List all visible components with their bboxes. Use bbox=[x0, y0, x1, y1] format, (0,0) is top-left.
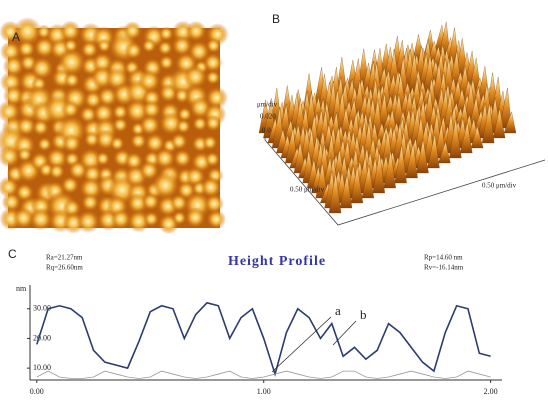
afm-grain bbox=[202, 135, 217, 150]
afm-grain bbox=[49, 163, 65, 179]
afm-grain bbox=[158, 40, 173, 55]
afm-grain bbox=[144, 211, 160, 227]
afm-grain bbox=[32, 119, 49, 136]
afm-grain bbox=[206, 70, 221, 85]
afm-grain bbox=[176, 119, 191, 134]
afm-grain bbox=[201, 177, 222, 198]
afm-image bbox=[0, 17, 229, 234]
afm-grain bbox=[142, 38, 156, 52]
afm-grain bbox=[139, 115, 160, 136]
profile-line bbox=[37, 371, 491, 378]
x-tick-label: 0.00 bbox=[30, 387, 44, 396]
afm-grain bbox=[205, 115, 222, 132]
afm-grain bbox=[172, 211, 186, 225]
afm-grain bbox=[173, 149, 191, 167]
y-tick-label: 10.00 bbox=[33, 363, 51, 372]
annotation: b bbox=[360, 307, 367, 322]
afm-grain bbox=[125, 42, 143, 60]
y-axis-label: 0.50 μm/div bbox=[482, 182, 517, 190]
page: {"panels": {"a_label": "A", "b_label": "… bbox=[0, 0, 548, 403]
afm-grain bbox=[37, 137, 52, 152]
afm-grain bbox=[96, 151, 110, 165]
y-tick-label: 20.00 bbox=[33, 333, 51, 342]
afm-grain bbox=[61, 176, 79, 194]
z-value: 0.020 bbox=[260, 113, 276, 121]
afm-grain bbox=[206, 38, 221, 53]
stat: Rq=26.60nm bbox=[46, 264, 83, 272]
afm-grain bbox=[159, 26, 174, 41]
annotation-leader bbox=[333, 321, 356, 345]
annotation: a bbox=[335, 303, 341, 318]
afm-grain bbox=[31, 57, 54, 80]
afm-grain bbox=[170, 133, 187, 150]
stat: Ra=21.27nm bbox=[46, 254, 83, 262]
afm-3d-surface bbox=[259, 22, 545, 225]
x-tick-label: 2.00 bbox=[484, 387, 498, 396]
afm-grain bbox=[159, 55, 174, 70]
afm-grain bbox=[77, 210, 100, 233]
chart-title: Height Profile bbox=[228, 254, 326, 269]
afm-grain bbox=[81, 193, 99, 211]
y-axis-label: nm bbox=[16, 284, 27, 293]
afm-grain bbox=[186, 21, 207, 42]
afm-grain bbox=[138, 70, 161, 93]
x-axis-label: 0.50 μm/div bbox=[290, 186, 325, 194]
figure: A B C μm/div 0.020 0.0 0.50 μm/div 0.50 … bbox=[0, 0, 548, 403]
afm-grain bbox=[110, 136, 125, 151]
profile-line bbox=[37, 303, 491, 374]
stat: Rp=14.60 nm bbox=[424, 254, 463, 262]
afm-grain bbox=[207, 210, 227, 230]
afm-grain bbox=[205, 152, 220, 167]
afm-grain bbox=[203, 53, 222, 72]
z-unit: μm/div bbox=[257, 101, 278, 109]
panel-label: B bbox=[272, 12, 280, 26]
panel-label: C bbox=[8, 247, 17, 261]
afm-grain bbox=[185, 207, 206, 228]
afm-grain bbox=[113, 117, 128, 132]
x-tick-label: 1.00 bbox=[257, 387, 271, 396]
afm-grain bbox=[62, 134, 81, 153]
panel-label: A bbox=[12, 30, 20, 44]
stat: Rv=-16.14nm bbox=[424, 264, 464, 272]
afm-grain bbox=[123, 21, 142, 40]
afm-grain bbox=[64, 72, 80, 88]
z-zero: 0.0 bbox=[262, 127, 271, 135]
afm-grain bbox=[130, 133, 146, 149]
annotation-leader bbox=[272, 317, 331, 372]
